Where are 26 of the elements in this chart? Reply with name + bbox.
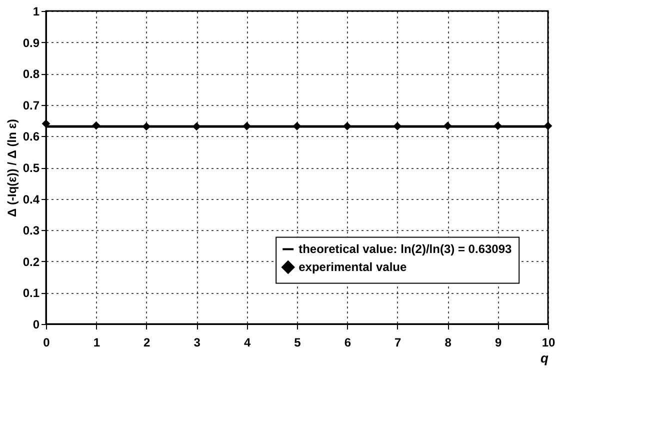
legend-label: experimental value [298,260,407,274]
x-tick-label: 5 [294,336,302,350]
y-tick-label: 0.2 [22,254,40,269]
y-tick-label: 0.4 [22,192,40,206]
x-tick-label: 9 [494,336,502,350]
y-tick-label: 0.6 [22,130,40,144]
x-tick-label: 0 [43,336,50,350]
x-axis-title: q [540,350,549,366]
y-tick-label: 0.7 [22,98,40,112]
x-tick-label: 1 [93,336,100,350]
legend-label: theoretical value: ln(2)/ln(3) = 0.63093 [298,242,512,256]
y-tick-label: 0.9 [22,36,40,50]
x-tick-label: 2 [144,336,151,350]
x-tick-label: 3 [194,336,201,350]
y-tick-label: 0.5 [22,161,40,175]
y-tick-label: 1 [32,4,40,18]
y-tick-label: 0.3 [22,224,40,238]
x-tick-label: 6 [344,336,352,350]
y-tick-label: 0.1 [22,286,40,300]
y-tick-label: 0 [32,318,40,332]
y-axis-title: Δ (-Iq(ε)) / Δ (ln ε) [4,119,19,217]
y-tick-label: 0.8 [22,67,40,82]
x-tick-label: 4 [244,336,251,350]
x-tick-label: 7 [394,336,402,350]
x-tick-label: 8 [444,336,452,350]
x-tick-label: 10 [542,336,556,350]
